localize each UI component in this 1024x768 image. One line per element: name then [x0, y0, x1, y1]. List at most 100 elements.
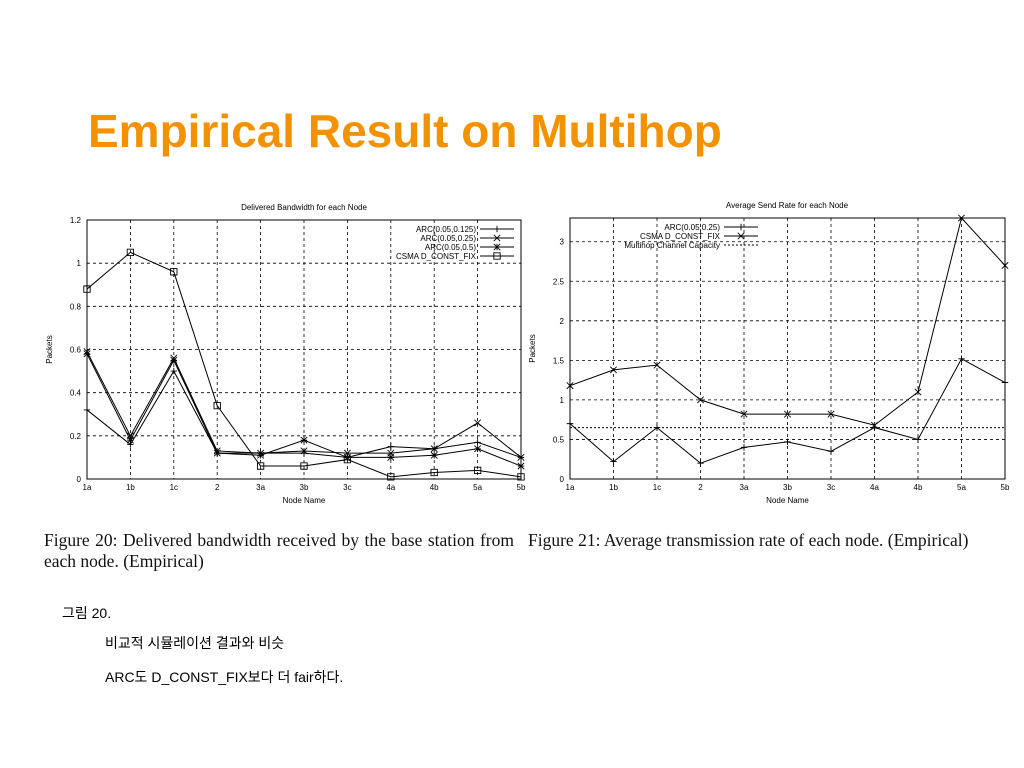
marker — [566, 420, 574, 427]
marker — [126, 436, 134, 444]
x-tick-label: 1b — [126, 483, 135, 492]
x-tick-label: 4b — [914, 483, 923, 492]
legend-label: ARC(0.05,0.5) — [425, 243, 476, 252]
marker — [737, 223, 745, 231]
y-tick-label: 1.5 — [553, 356, 565, 365]
marker — [430, 445, 438, 453]
marker — [517, 453, 525, 461]
marker — [914, 436, 922, 443]
x-axis-label: Node Name — [766, 496, 809, 505]
x-tick-label: 5a — [473, 483, 482, 492]
marker — [83, 350, 91, 358]
marker — [653, 361, 661, 369]
marker — [213, 449, 221, 457]
x-tick-label: 3c — [343, 483, 351, 492]
chart-title: Average Send Rate for each Node — [726, 201, 849, 210]
x-tick-label: 5a — [957, 483, 966, 492]
x-tick-label: 3a — [256, 483, 265, 492]
marker — [697, 459, 704, 467]
x-tick-label: 3c — [827, 483, 835, 492]
plot-frame — [86, 219, 522, 480]
marker — [83, 406, 91, 414]
note: 그림 20. — [62, 605, 112, 621]
legend-label: ARC(0.05,0.25) — [664, 223, 720, 232]
caption: Figure 21: Average transmission rate of … — [528, 530, 969, 550]
marker — [914, 388, 922, 396]
marker — [958, 355, 965, 362]
marker — [430, 468, 438, 477]
marker — [473, 466, 482, 475]
marker — [957, 214, 966, 222]
y-tick-label: 0.6 — [70, 346, 82, 355]
marker — [170, 356, 178, 364]
slide-title: Empirical Result on Multihop — [88, 105, 722, 157]
legend-label: ARC(0.05,0.25) — [420, 234, 476, 243]
x-tick-label: 2 — [215, 483, 220, 492]
marker — [1001, 379, 1009, 386]
chart-title: Delivered Bandwidth for each Node — [241, 203, 367, 212]
marker — [493, 252, 501, 260]
marker — [213, 401, 221, 410]
marker — [170, 268, 178, 276]
x-tick-label: 3b — [783, 483, 792, 492]
marker — [493, 225, 501, 233]
x-tick-label: 5b — [1001, 483, 1010, 492]
marker — [493, 243, 501, 251]
y-tick-label: 1.2 — [70, 216, 82, 225]
marker — [430, 451, 438, 459]
x-tick-label: 1a — [83, 483, 92, 492]
x-tick-label: 2 — [698, 483, 703, 492]
marker — [257, 451, 265, 459]
x-tick-label: 1a — [566, 483, 575, 492]
y-tick-label: 0 — [77, 475, 82, 484]
marker — [740, 410, 748, 418]
y-tick-label: 0.8 — [70, 302, 82, 311]
plot-frame — [569, 217, 1006, 480]
marker — [126, 248, 135, 257]
marker — [343, 453, 351, 461]
legend-label: CSMA D_CONST_FIX — [640, 232, 721, 241]
x-tick-label: 1c — [653, 483, 661, 492]
y-tick-label: 0.5 — [553, 435, 565, 444]
marker — [784, 438, 791, 446]
marker — [343, 455, 352, 464]
marker — [83, 285, 91, 293]
marker — [474, 419, 482, 427]
caption: Figure 20: Delivered bandwidth received … — [44, 530, 514, 571]
marker — [740, 444, 748, 451]
marker — [300, 447, 308, 455]
y-tick-label: 0.2 — [70, 432, 82, 441]
x-tick-label: 4b — [430, 483, 439, 492]
marker — [566, 382, 574, 390]
marker — [517, 462, 525, 470]
y-tick-label: 3 — [560, 238, 565, 247]
note: ARC도 D_CONST_FIX보다 더 fair하다. — [105, 669, 344, 685]
x-tick-label: 4a — [386, 483, 395, 492]
marker — [517, 473, 525, 481]
y-tick-label: 1 — [77, 259, 82, 268]
marker — [387, 443, 394, 450]
y-tick-label: 0 — [560, 475, 565, 484]
legend-label: Multihop Channel Capacity — [624, 241, 720, 250]
marker — [474, 445, 482, 453]
x-tick-label: 1b — [609, 483, 618, 492]
series-line — [86, 251, 522, 478]
x-axis-label: Node Name — [283, 496, 326, 505]
marker — [870, 421, 879, 429]
marker — [387, 473, 395, 481]
marker — [256, 462, 265, 470]
marker — [300, 462, 308, 470]
marker — [783, 410, 792, 418]
marker — [1001, 261, 1009, 269]
x-tick-label: 5b — [517, 483, 526, 492]
marker — [609, 366, 618, 374]
marker — [696, 396, 705, 404]
x-tick-label: 4a — [870, 483, 879, 492]
marker — [737, 232, 745, 240]
legend-label: CSMA D_CONST_FIX — [396, 252, 477, 261]
y-tick-label: 2.5 — [553, 277, 565, 286]
marker — [300, 436, 308, 444]
marker — [493, 234, 501, 242]
